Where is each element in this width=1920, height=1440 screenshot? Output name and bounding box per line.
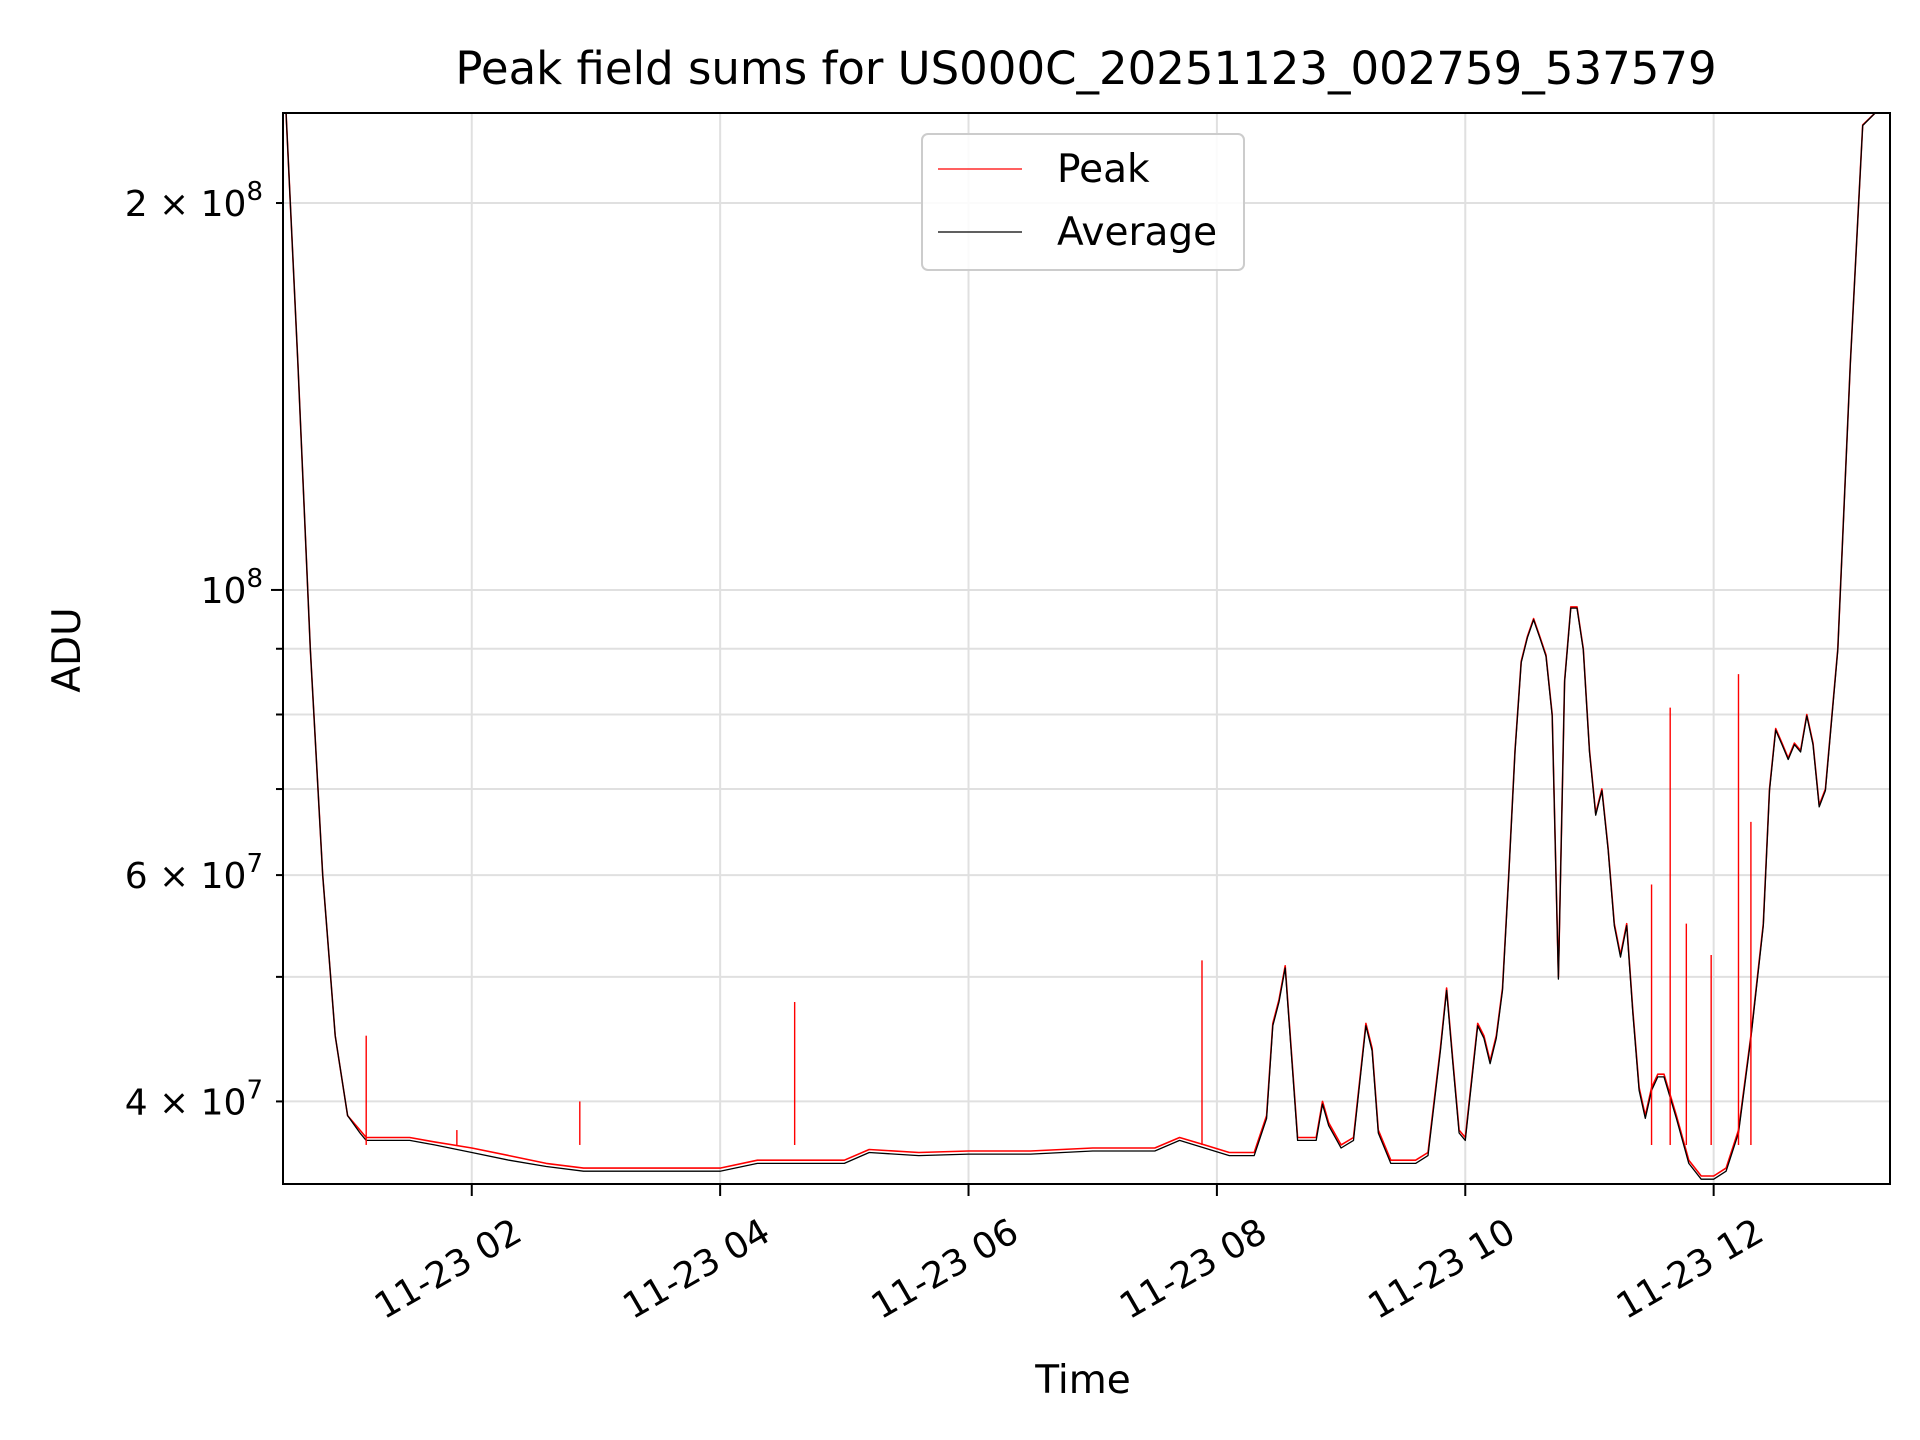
y-tick-label: 4 × 107 bbox=[125, 1075, 263, 1123]
y-tick-label: 6 × 107 bbox=[125, 849, 263, 897]
y-tick-label-exponent: 8 bbox=[246, 564, 263, 594]
chart-title: Peak field sums for US000C_20251123_0027… bbox=[455, 42, 1716, 95]
y-axis-label: ADU bbox=[45, 607, 90, 692]
x-axis-label: Time bbox=[1034, 1358, 1130, 1403]
series-layer bbox=[285, 113, 1888, 1180]
y-tick-label-base: 4 × 10 bbox=[125, 1082, 247, 1123]
y-tick-label-base: 2 × 10 bbox=[125, 184, 247, 225]
y-tick-label-exponent: 8 bbox=[246, 177, 263, 207]
y-tick-label-exponent: 7 bbox=[246, 849, 263, 879]
y-tick-label-base: 10 bbox=[201, 571, 247, 612]
y-tick-label: 108 bbox=[201, 564, 263, 612]
legend: Peak Average bbox=[921, 133, 1245, 271]
y-tick-label-base: 6 × 10 bbox=[125, 856, 247, 897]
legend-average-label: Average bbox=[1057, 210, 1217, 255]
y-tick-label-exponent: 7 bbox=[246, 1075, 263, 1105]
legend-peak-label: Peak bbox=[1057, 147, 1150, 192]
series-line-average bbox=[285, 113, 1888, 1180]
legend-box bbox=[921, 133, 1245, 271]
y-tick-label: 2 × 108 bbox=[125, 177, 263, 225]
